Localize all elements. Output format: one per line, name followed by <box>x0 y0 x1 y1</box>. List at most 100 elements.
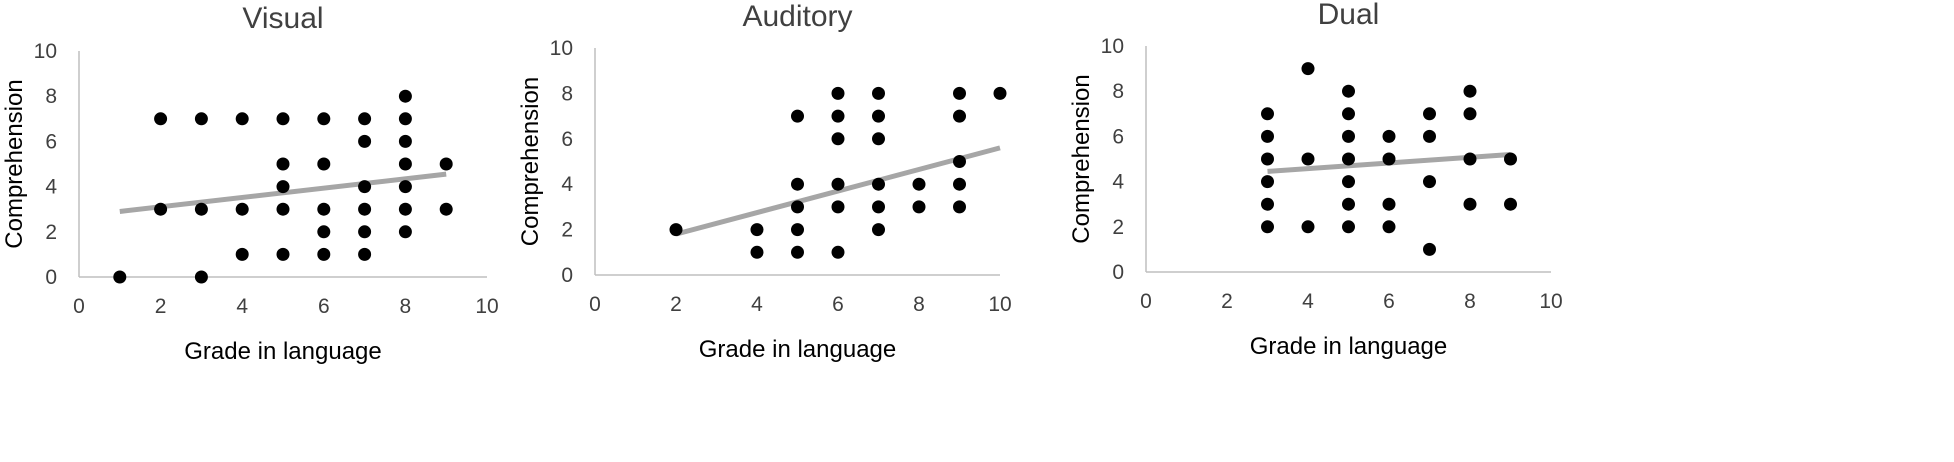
y-tick-label: 8 <box>561 82 573 105</box>
data-point <box>1342 152 1355 166</box>
data-point <box>1261 152 1274 166</box>
data-point <box>1261 197 1274 211</box>
y-tick-label: 4 <box>1112 171 1124 194</box>
data-point <box>235 112 249 126</box>
x-tick-label: 4 <box>1302 290 1314 313</box>
data-point <box>872 177 885 191</box>
x-tick-label: 8 <box>913 293 925 316</box>
data-point <box>154 202 168 216</box>
data-point <box>831 132 845 146</box>
data-point <box>276 180 290 194</box>
y-tick-label: 6 <box>561 128 573 151</box>
data-point <box>358 112 372 126</box>
data-point <box>953 155 966 168</box>
data-point <box>276 202 290 216</box>
x-tick-label: 6 <box>832 293 844 316</box>
data-point <box>1504 197 1517 211</box>
y-tick-label: 10 <box>1101 35 1124 58</box>
data-point <box>669 223 683 237</box>
x-tick-label: 4 <box>751 293 763 316</box>
data-point <box>750 223 764 237</box>
data-point <box>317 112 331 126</box>
x-tick-label: 6 <box>1383 290 1395 313</box>
trendline <box>675 145 1001 237</box>
data-point <box>358 225 372 239</box>
data-point <box>398 202 412 216</box>
x-tick-label: 2 <box>1221 290 1233 313</box>
x-axis-label: Grade in language <box>1250 333 1447 360</box>
data-point <box>317 157 331 171</box>
x-tick-label: 2 <box>155 295 167 318</box>
x-tick-label: 8 <box>400 295 412 318</box>
data-point <box>194 270 208 284</box>
y-tick-label: 6 <box>45 130 57 153</box>
data-point <box>358 180 372 194</box>
y-axis-label: Comprehension <box>1068 74 1095 243</box>
data-point <box>1261 129 1274 143</box>
data-point <box>276 247 290 261</box>
data-point <box>398 134 412 148</box>
data-point <box>791 245 804 259</box>
data-point <box>831 177 845 191</box>
chart-title: Visual <box>242 2 323 35</box>
data-point <box>791 177 804 191</box>
data-point <box>1463 197 1477 211</box>
data-point <box>439 202 453 216</box>
x-tick-label: 0 <box>1140 290 1152 313</box>
x-tick-label: 8 <box>1464 290 1476 313</box>
y-tick-label: 10 <box>34 40 57 63</box>
data-point <box>953 86 966 100</box>
data-point <box>831 86 845 100</box>
data-point <box>993 86 1007 100</box>
data-point <box>398 89 412 103</box>
data-point <box>1463 107 1477 121</box>
data-point <box>1423 107 1436 121</box>
data-point <box>1463 84 1477 98</box>
data-point <box>113 270 127 284</box>
data-point <box>791 109 804 123</box>
data-point <box>1382 129 1396 143</box>
data-point <box>194 202 208 216</box>
data-point <box>1463 152 1477 166</box>
data-point <box>1382 220 1396 234</box>
data-point <box>358 202 372 216</box>
x-tick-label: 6 <box>318 295 330 318</box>
data-point <box>194 112 208 126</box>
y-tick-label: 2 <box>45 221 57 244</box>
data-point <box>1382 152 1396 166</box>
x-axis-label: Grade in language <box>184 338 381 365</box>
x-tick-label: 4 <box>236 295 248 318</box>
x-tick-label: 10 <box>1539 290 1562 313</box>
data-point <box>1423 175 1436 189</box>
y-axis-label: Comprehension <box>517 77 544 246</box>
data-point <box>398 112 412 126</box>
y-tick-label: 8 <box>45 85 57 108</box>
data-point <box>791 200 804 214</box>
data-point <box>872 223 885 237</box>
data-point <box>1423 129 1436 143</box>
data-point <box>831 200 845 214</box>
data-point <box>398 225 412 239</box>
data-point <box>317 202 331 216</box>
y-tick-label: 8 <box>1112 80 1124 103</box>
chart-title: Auditory <box>742 0 852 33</box>
data-point <box>1261 220 1274 234</box>
data-point <box>791 223 804 237</box>
data-point <box>276 157 290 171</box>
data-point <box>398 157 412 171</box>
data-point <box>1342 107 1355 121</box>
data-point <box>1342 197 1355 211</box>
data-point <box>1261 175 1274 189</box>
x-tick-label: 0 <box>73 295 85 318</box>
data-point <box>154 112 168 126</box>
data-point <box>358 134 372 148</box>
data-point <box>235 247 249 261</box>
data-point <box>750 245 764 259</box>
x-tick-label: 10 <box>475 295 498 318</box>
data-point <box>872 109 885 123</box>
x-tick-label: 2 <box>670 293 682 316</box>
data-point <box>276 112 290 126</box>
data-point <box>912 200 926 214</box>
chart-title: Dual <box>1318 0 1380 31</box>
